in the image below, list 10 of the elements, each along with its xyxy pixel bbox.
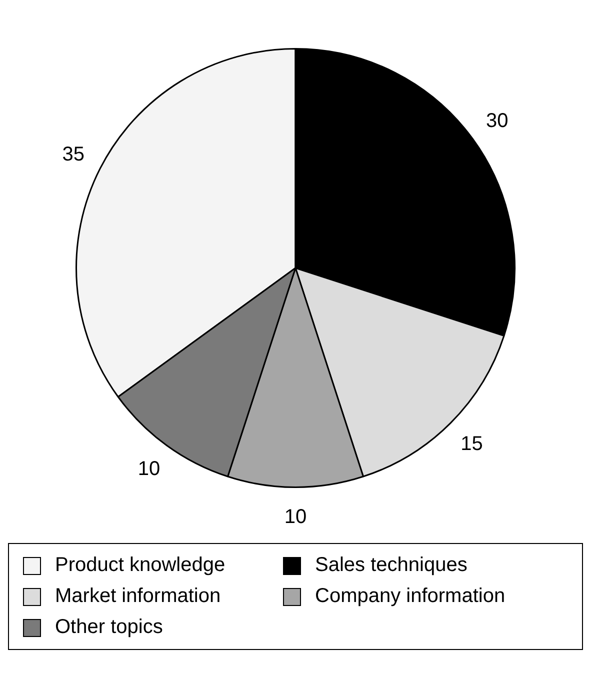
legend-label: Company information <box>315 585 506 608</box>
data-label: 10 <box>138 458 160 480</box>
data-label: 35 <box>62 143 85 166</box>
legend-label: Other topics <box>55 616 163 639</box>
legend-label: Market information <box>55 585 221 608</box>
data-label: 30 <box>486 110 508 132</box>
legend-label: Product knowledge <box>55 554 226 577</box>
data-label: 15 <box>460 432 483 455</box>
data-label: 10 <box>284 506 307 528</box>
legend-label: Sales techniques <box>315 554 468 577</box>
